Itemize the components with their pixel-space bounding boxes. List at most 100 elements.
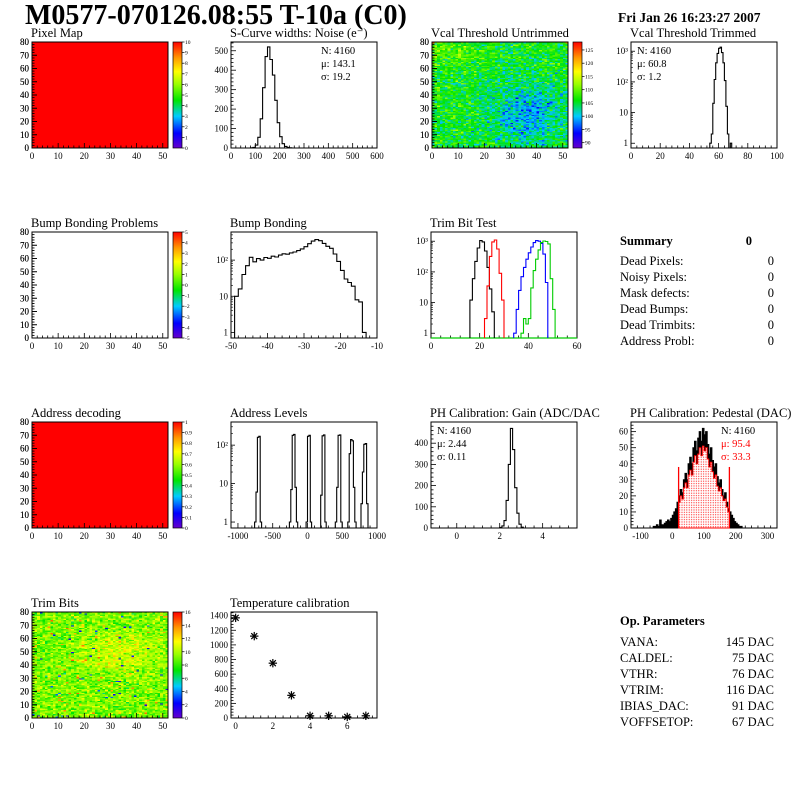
svg-text:70: 70 (20, 240, 30, 250)
svg-text:σ: 0.11: σ: 0.11 (437, 452, 466, 463)
op-parameter-row: VOFFSETOP: 67 DAC (620, 715, 774, 729)
svg-text:50: 50 (20, 267, 30, 277)
svg-text:4: 4 (185, 241, 188, 247)
svg-text:-20: -20 (335, 341, 347, 351)
svg-text:10: 10 (454, 151, 464, 161)
plot-bump-problems: Bump Bonding Problems 0 10 20 30 40 50 0 10 20 30 4… (4, 218, 200, 408)
svg-text:0: 0 (424, 523, 429, 533)
svg-text:50: 50 (20, 267, 30, 277)
ph_gain-plot-svg: PH Calibration: Gain (ADC/DAC) 0 2 4 0 100 200… (415, 408, 601, 541)
trim_bits-plot-svg: Trim Bits 0 10 20 30 40 50 0 10 20 30 40 50 60 70 80 0 10… (20, 598, 191, 731)
plot-trim-bits: Trim Bits 0 10 20 30 40 50 0 10 20 30 40 50 60 70 80 0 10… (4, 598, 200, 788)
svg-text:0: 0 (25, 333, 30, 343)
svg-text:10: 10 (54, 341, 64, 351)
svg-text:40: 40 (132, 151, 142, 161)
svg-text:100: 100 (215, 124, 229, 134)
svg-text:50: 50 (158, 341, 168, 351)
svg-text:80: 80 (20, 607, 30, 617)
svg-text:300: 300 (297, 151, 311, 161)
svg-text:100: 100 (249, 151, 263, 161)
plot-vcal-untrimmed: Vcal Threshold Untrimmed 0 10 20 30 40 50 0 10 20… (404, 28, 600, 218)
svg-text:0.4: 0.4 (185, 484, 192, 490)
svg-text:-500: -500 (264, 531, 281, 541)
svg-text:20: 20 (656, 151, 666, 161)
svg-text:0.1: 0.1 (185, 515, 192, 521)
svg-text:0: 0 (670, 531, 675, 541)
op-parameter-row: VANA: 145 DAC (620, 635, 774, 649)
svg-text:0: 0 (25, 713, 30, 723)
svg-text:40: 40 (20, 470, 30, 480)
svg-text:-10: -10 (371, 341, 383, 351)
summary-row: Mask defects: 0 (620, 286, 774, 300)
svg-text:40: 40 (20, 90, 30, 100)
svg-text:Temperature calibration: Temperature calibration (230, 598, 350, 610)
svg-text:70: 70 (20, 240, 30, 250)
svg-text:0: 0 (224, 143, 229, 153)
svg-text:30: 30 (420, 103, 430, 113)
svg-text:50: 50 (420, 77, 430, 87)
svg-text:σ: 1.2: σ: 1.2 (637, 72, 661, 83)
svg-text:50: 50 (619, 443, 629, 453)
svg-text:40: 40 (420, 90, 430, 100)
svg-text:Address decoding: Address decoding (31, 408, 122, 420)
svg-text:50: 50 (158, 721, 168, 731)
svg-text:70: 70 (20, 50, 30, 60)
svg-text:30: 30 (106, 721, 116, 731)
svg-text:50: 50 (158, 151, 168, 161)
temperature-plot-svg: Temperature calibration 0 2 4 6 0 200 400 600 800… (210, 598, 378, 731)
svg-text:20: 20 (80, 151, 90, 161)
svg-text:3: 3 (185, 114, 188, 120)
svg-text:400: 400 (215, 65, 229, 75)
svg-text:20: 20 (20, 687, 30, 697)
plots-grid: Pixel Map 0 10 20 30 40 50 0 10 20 30 40 50 60 70 80 0 10… (4, 28, 792, 788)
svg-text:6: 6 (345, 721, 350, 731)
svg-text:6: 6 (185, 676, 188, 682)
svg-text:0: 0 (185, 526, 188, 532)
svg-text:60: 60 (573, 341, 583, 351)
svg-text:8: 8 (185, 663, 188, 669)
svg-text:N: 4160: N: 4160 (321, 46, 355, 57)
svg-text:20: 20 (20, 497, 30, 507)
svg-text:100: 100 (585, 114, 594, 120)
svg-text:300: 300 (215, 85, 229, 95)
svg-text:60: 60 (20, 64, 30, 74)
svg-text:10: 10 (420, 130, 430, 140)
svg-text:0: 0 (430, 151, 435, 161)
svg-text:10: 10 (54, 531, 64, 541)
svg-text:80: 80 (420, 37, 430, 47)
svg-text:0.5: 0.5 (185, 473, 192, 479)
svg-text:60: 60 (420, 64, 430, 74)
svg-text:20: 20 (20, 307, 30, 317)
plot-bump-bonding: Bump Bonding -50 -40 -30 -20 -10 1 10 10² (204, 218, 400, 408)
svg-text:10³: 10³ (616, 46, 628, 56)
svg-text:10: 10 (219, 479, 229, 489)
svg-text:0: 0 (30, 341, 35, 351)
svg-text:4: 4 (185, 690, 188, 696)
svg-text:μ: 60.8: μ: 60.8 (637, 59, 667, 70)
svg-text:40: 40 (524, 341, 534, 351)
svg-text:-30: -30 (298, 341, 310, 351)
svg-text:70: 70 (20, 50, 30, 60)
svg-text:40: 40 (619, 459, 629, 469)
svg-text:S-Curve widths: Noise (e⁻): S-Curve widths: Noise (e⁻) (230, 28, 367, 40)
svg-text:80: 80 (20, 227, 30, 237)
svg-text:0: 0 (425, 143, 430, 153)
svg-text:10: 10 (20, 320, 30, 330)
svg-text:0: 0 (185, 283, 188, 289)
svg-text:20: 20 (420, 117, 430, 127)
svg-text:1200: 1200 (210, 625, 229, 635)
svg-text:30: 30 (20, 673, 30, 683)
svg-text:20: 20 (475, 341, 485, 351)
svg-text:40: 40 (532, 151, 542, 161)
svg-text:10²: 10² (216, 440, 228, 450)
svg-text:70: 70 (20, 620, 30, 630)
svg-text:1: 1 (424, 328, 429, 338)
svg-text:0.3: 0.3 (185, 494, 192, 500)
svg-text:5: 5 (185, 93, 188, 99)
svg-text:Vcal Threshold Untrimmed: Vcal Threshold Untrimmed (431, 28, 570, 40)
svg-text:30: 30 (20, 103, 30, 113)
svg-text:60: 60 (20, 254, 30, 264)
vcal_untrimmed-plot-svg: Vcal Threshold Untrimmed 0 10 20 30 40 50 0 10 20… (420, 28, 594, 161)
trim_bits-heatmap-canvas (32, 612, 168, 718)
svg-text:12: 12 (185, 637, 191, 643)
